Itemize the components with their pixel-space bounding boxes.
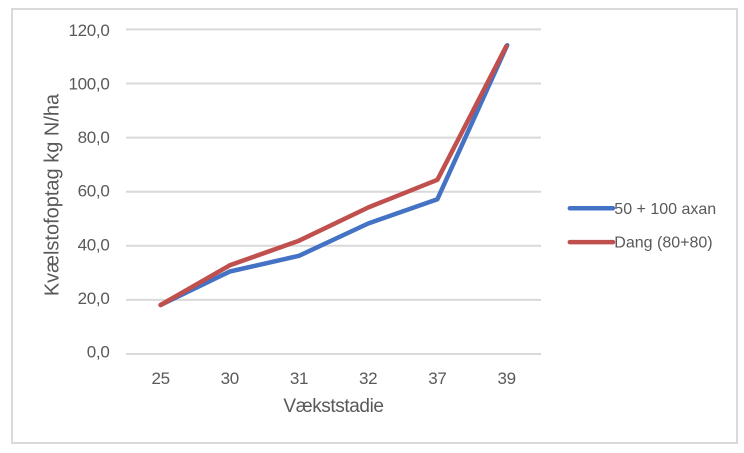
svg-text:20,0: 20,0: [78, 289, 110, 308]
svg-text:37: 37: [428, 369, 446, 388]
svg-text:Kvælstofoptag kg N/ha: Kvælstofoptag kg N/ha: [42, 93, 64, 296]
svg-text:39: 39: [497, 369, 515, 388]
svg-text:120,0: 120,0: [68, 21, 109, 40]
svg-text:60,0: 60,0: [78, 182, 110, 201]
svg-text:Vækststadie: Vækststadie: [283, 396, 383, 417]
svg-text:0,0: 0,0: [87, 343, 110, 362]
svg-text:30: 30: [221, 369, 239, 388]
svg-text:Dang (80+80): Dang (80+80): [614, 235, 712, 252]
svg-text:25: 25: [151, 369, 169, 388]
svg-text:100,0: 100,0: [68, 75, 109, 94]
svg-text:50 + 100 axan: 50 + 100 axan: [614, 201, 716, 218]
svg-text:31: 31: [290, 369, 308, 388]
svg-text:80,0: 80,0: [78, 128, 110, 147]
svg-text:32: 32: [359, 369, 377, 388]
svg-text:40,0: 40,0: [78, 235, 110, 254]
